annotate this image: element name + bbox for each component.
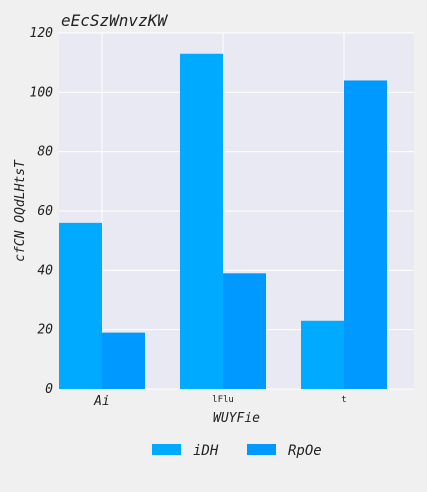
x-tick-label: lFlu <box>212 395 234 405</box>
x-axis-label: WUYFie <box>213 411 260 426</box>
legend-label: RpOe <box>288 443 322 459</box>
y-axis-label: cfCN OQdLHtsT <box>13 159 28 262</box>
bar <box>180 53 223 390</box>
y-tick-label: 120 <box>30 26 54 41</box>
x-axis-ticks: Ai lFlu t <box>93 394 347 409</box>
legend-swatch <box>152 444 181 455</box>
x-tick-label: Ai <box>93 394 110 409</box>
x-tick-label: t <box>341 395 346 405</box>
legend-label: iDH <box>193 443 219 459</box>
bar <box>223 273 266 389</box>
legend: iDH RpOe <box>152 443 322 459</box>
bar <box>102 332 145 389</box>
y-axis-ticks: 0 20 40 60 80 100 120 <box>30 26 54 397</box>
y-tick-label: 100 <box>30 85 54 100</box>
bar <box>301 320 344 389</box>
y-tick-label: 60 <box>37 204 53 219</box>
chart-title: eEcSzWnvzKW <box>61 11 168 30</box>
bar <box>59 222 102 389</box>
y-tick-label: 40 <box>37 263 53 278</box>
y-tick-label: 80 <box>37 145 53 160</box>
legend-swatch <box>247 444 276 455</box>
y-tick-label: 0 <box>45 382 53 397</box>
y-tick-label: 20 <box>37 323 53 338</box>
bar <box>344 80 387 389</box>
bars <box>59 53 387 390</box>
